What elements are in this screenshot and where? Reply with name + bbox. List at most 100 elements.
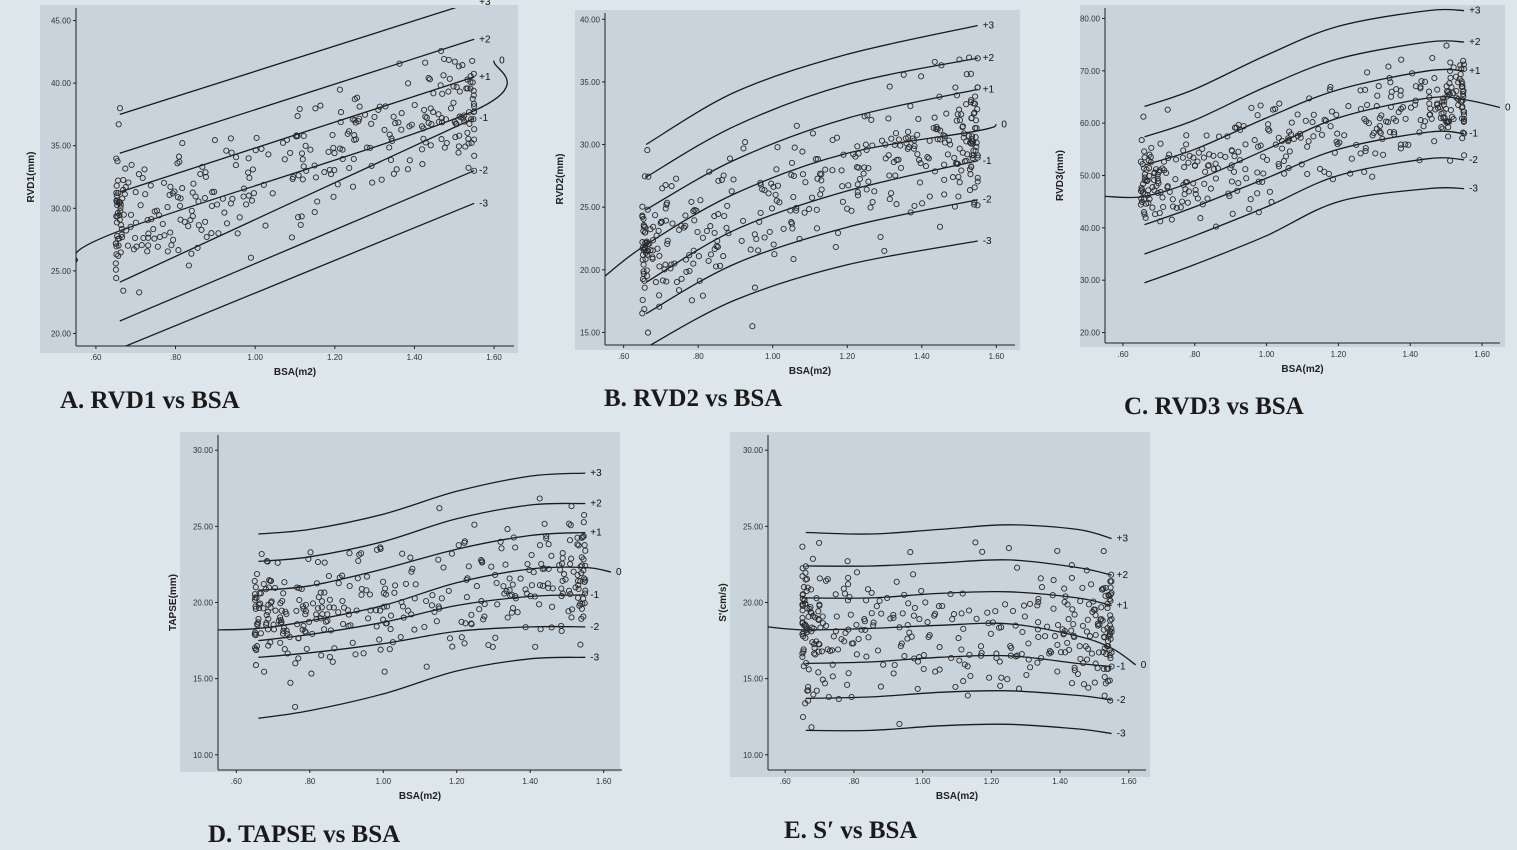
- data-point: [1004, 676, 1011, 683]
- y-tick-label: 60.00: [1080, 119, 1101, 128]
- data-point: [471, 167, 478, 174]
- data-point: [398, 599, 405, 606]
- data-point: [313, 615, 320, 623]
- data-point: [1243, 175, 1250, 182]
- data-point: [1417, 117, 1424, 124]
- data-point: [1460, 57, 1467, 64]
- data-point: [809, 555, 816, 562]
- data-point: [1266, 188, 1273, 195]
- data-point: [504, 614, 511, 621]
- data-point: [807, 586, 815, 593]
- data-point: [661, 266, 668, 273]
- data-point: [326, 604, 333, 611]
- data-point: [1460, 61, 1467, 68]
- curve-label: +1: [1469, 66, 1481, 77]
- data-point: [717, 262, 724, 269]
- centile-curve--2: [119, 170, 475, 322]
- data-point: [1101, 692, 1108, 699]
- data-point: [574, 541, 581, 548]
- data-point: [277, 600, 284, 607]
- data-point: [956, 657, 963, 664]
- data-point: [803, 575, 811, 583]
- data-point: [322, 618, 329, 625]
- data-point: [450, 83, 457, 90]
- data-point: [765, 190, 772, 197]
- data-point: [299, 156, 306, 163]
- data-point: [1228, 147, 1235, 154]
- data-point: [334, 181, 341, 188]
- data-point: [799, 543, 806, 550]
- data-point: [1334, 130, 1341, 137]
- data-point: [494, 601, 501, 608]
- data-point: [886, 172, 893, 179]
- data-point: [174, 160, 181, 167]
- data-point: [817, 624, 824, 631]
- data-point: [1197, 215, 1204, 222]
- data-point: [1397, 141, 1404, 148]
- curve-label: -2: [590, 622, 599, 633]
- data-point: [1095, 649, 1103, 656]
- data-point: [541, 520, 548, 527]
- data-point: [916, 616, 923, 623]
- data-point: [260, 580, 267, 588]
- data-point: [898, 640, 905, 647]
- data-point: [349, 116, 356, 123]
- data-point: [203, 233, 210, 241]
- data-point: [1425, 88, 1433, 95]
- data-point: [1322, 117, 1330, 124]
- data-point: [1101, 633, 1108, 640]
- data-point: [536, 542, 544, 549]
- data-point: [967, 70, 974, 77]
- data-point: [1108, 616, 1115, 623]
- centile-curve-+3: [258, 472, 586, 535]
- data-point: [1098, 616, 1105, 623]
- data-point: [844, 681, 851, 688]
- data-point: [1199, 145, 1206, 152]
- data-point: [422, 59, 429, 66]
- data-point: [113, 182, 120, 189]
- data-point: [639, 203, 646, 210]
- data-point: [865, 634, 872, 641]
- data-point: [1357, 87, 1364, 94]
- caption-a: A. RVD1 vs BSA: [60, 387, 240, 414]
- data-point: [435, 603, 442, 610]
- data-point: [960, 130, 968, 137]
- centile-curve-+2: [119, 38, 475, 154]
- data-point: [1309, 119, 1316, 126]
- data-point: [939, 602, 946, 610]
- data-point: [1380, 151, 1387, 158]
- data-point: [1005, 545, 1012, 552]
- data-point: [378, 176, 385, 183]
- centile-curve-+3: [119, 8, 457, 116]
- data-point: [383, 620, 390, 627]
- data-point: [667, 265, 674, 272]
- y-tick-label: 30.00: [1080, 276, 1101, 285]
- data-point: [420, 135, 427, 142]
- data-point: [170, 236, 177, 243]
- data-point: [1255, 209, 1262, 216]
- data-point: [272, 607, 279, 614]
- data-point: [135, 171, 142, 178]
- data-point: [255, 615, 262, 622]
- data-point: [961, 158, 968, 165]
- data-point: [421, 106, 428, 114]
- data-point: [1362, 86, 1369, 93]
- data-point: [919, 200, 926, 207]
- data-point: [1042, 633, 1049, 640]
- data-point: [329, 658, 336, 665]
- data-point: [300, 622, 307, 629]
- data-point: [649, 254, 656, 261]
- data-point: [386, 646, 393, 653]
- data-point: [1149, 204, 1156, 211]
- data-point: [156, 233, 163, 241]
- x-tick-label: 1.40: [1052, 777, 1068, 786]
- data-point: [465, 563, 472, 570]
- data-point: [1226, 193, 1233, 200]
- data-point: [974, 174, 981, 181]
- data-point: [972, 147, 979, 154]
- data-point: [1461, 152, 1468, 159]
- data-point: [893, 201, 900, 208]
- data-point: [382, 591, 390, 598]
- data-point: [1266, 127, 1273, 134]
